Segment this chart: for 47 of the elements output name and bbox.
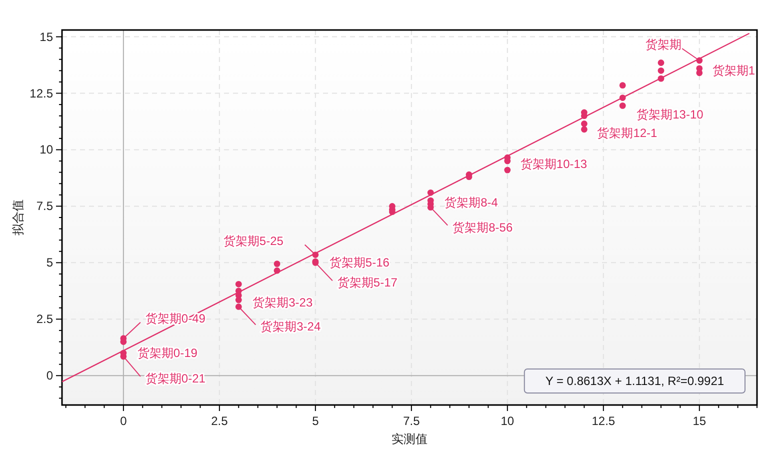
- annotation: 货架期5-16: [329, 256, 390, 270]
- annotation: 货架期5-25: [223, 234, 284, 248]
- point: [427, 189, 434, 196]
- x-tick-label: 7.5: [403, 414, 420, 428]
- y-tick-label: 5: [46, 256, 54, 270]
- y-tick-label: 12.5: [30, 86, 54, 100]
- point: [235, 304, 242, 310]
- annotation: 货架期8-4: [444, 196, 498, 210]
- y-tick-label: 10: [40, 142, 54, 157]
- point: [696, 70, 703, 76]
- point: [658, 75, 664, 82]
- x-tick-label: 15: [692, 414, 706, 428]
- y-axis-title: 拟合值: [11, 200, 25, 236]
- x-tick-label: 2.5: [211, 414, 228, 428]
- annotation: 货架期13-10: [636, 108, 704, 122]
- x-tick-label: 12.5: [592, 414, 616, 428]
- point: [274, 267, 280, 274]
- point: [235, 296, 242, 304]
- point: [658, 67, 664, 74]
- x-tick-label: 0: [120, 414, 128, 428]
- point: [581, 126, 588, 133]
- point: [581, 120, 588, 127]
- annotation: 货架期0-21: [145, 371, 206, 386]
- x-tick-label: 5: [312, 414, 320, 428]
- annotation: Y = 0.8613X + 1.1131, R²=0.9921: [545, 374, 724, 388]
- annotation: 货架期3-23: [252, 295, 313, 310]
- point: [658, 60, 664, 66]
- y-tick-label: 15: [40, 30, 54, 44]
- point: [619, 94, 626, 101]
- annotation: 货架期1: [712, 63, 756, 78]
- point: [504, 166, 511, 174]
- y-tick-label: 2.5: [36, 312, 54, 326]
- y-tick-label: 7.5: [36, 199, 54, 214]
- point: [235, 280, 242, 288]
- x-axis-title: 实测值: [392, 432, 428, 446]
- y-tick-label: 0: [46, 368, 54, 383]
- point: [274, 260, 280, 268]
- annotation: 货架期8-56: [452, 220, 513, 234]
- annotation: 货架期12-1: [597, 126, 658, 140]
- annotation: 货架期3-24: [260, 320, 321, 334]
- point: [619, 82, 626, 89]
- annotation: 货架期5-17: [337, 276, 398, 290]
- annotation: 货架期: [645, 37, 682, 52]
- point: [619, 102, 626, 109]
- annotation: 货架期0-19: [137, 346, 198, 360]
- x-tick-label: 10: [500, 414, 514, 428]
- annotation: 货架期10-13: [520, 157, 588, 172]
